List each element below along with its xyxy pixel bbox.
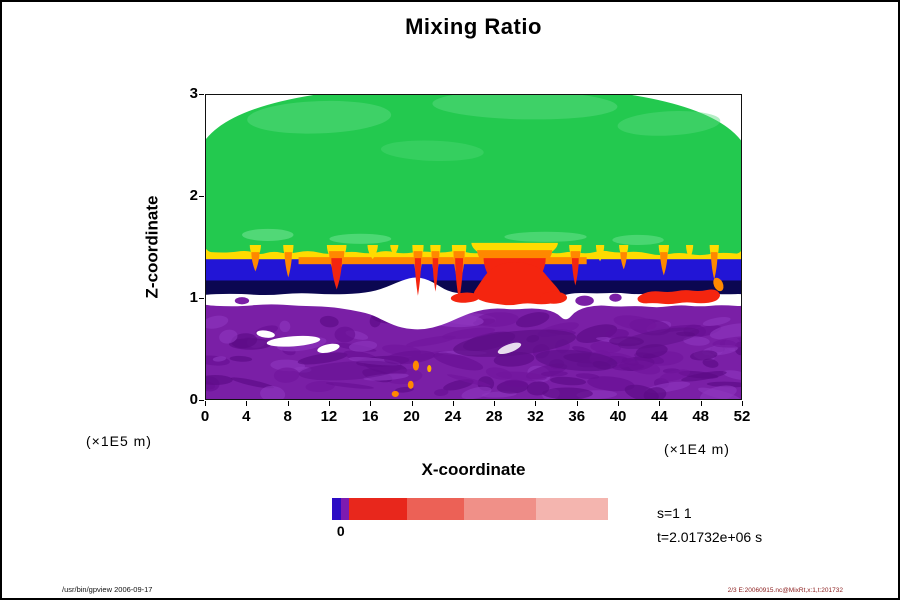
x-tick-label: 36 — [568, 408, 586, 425]
chart-title: Mixing Ratio — [405, 14, 542, 39]
x-tick-mark — [576, 401, 578, 406]
x-tick-mark — [618, 401, 620, 406]
colorbar-segment — [348, 498, 407, 520]
x-tick-mark — [700, 401, 702, 406]
x-tick-label: 52 — [733, 408, 751, 425]
x-tick-label: 12 — [320, 408, 338, 425]
colorbar-segment — [332, 498, 341, 520]
x-tick-label: 8 — [283, 408, 292, 425]
x-tick-mark — [246, 401, 248, 406]
x-tick-mark — [742, 401, 743, 406]
colorbar-segment — [340, 498, 349, 520]
x-tick-label: 24 — [444, 408, 462, 425]
x-tick-label: 28 — [485, 408, 503, 425]
mixing-ratio-field — [206, 95, 741, 399]
x-tick-mark — [535, 401, 537, 406]
annotation-slice: s=1 1 — [657, 505, 692, 521]
x-tick-label: 16 — [361, 408, 379, 425]
y-unit-label: (×1E5 m) — [86, 433, 152, 449]
x-tick-label: 40 — [609, 408, 627, 425]
x-tick-mark — [370, 401, 372, 406]
x-tick-mark — [494, 401, 496, 406]
x-tick-label: 0 — [200, 408, 210, 425]
heatmap-plot — [205, 94, 742, 400]
y-tick-label: 1 — [189, 289, 198, 306]
x-unit-label: (×1E4 m) — [664, 441, 730, 457]
x-tick-label: 48 — [692, 408, 710, 425]
y-tick-mark — [199, 94, 204, 95]
x-tick-mark — [659, 401, 661, 406]
y-tick-mark — [199, 196, 204, 197]
x-tick-label: 32 — [527, 408, 544, 425]
y-axis-label-text: Z-coordinate — [142, 195, 162, 299]
colorbar-segment — [464, 498, 537, 520]
x-tick-mark — [411, 401, 413, 406]
x-tick-mark — [287, 401, 289, 406]
footer-command-text: /usr/bin/gpview 2006-09-17 — [62, 585, 153, 594]
x-tick-mark — [328, 401, 330, 406]
x-tick-label: 44 — [651, 408, 668, 425]
colorbar — [332, 498, 608, 520]
x-axis-label: X-coordinate — [421, 460, 526, 479]
x-tick-label: 20 — [403, 408, 420, 425]
y-tick-label: 3 — [189, 85, 198, 102]
annotation-time: t=2.01732e+06 s — [657, 529, 763, 545]
colorbar-segment — [406, 498, 465, 520]
colorbar-segment — [536, 498, 608, 520]
y-tick-mark — [199, 298, 204, 299]
x-tick-mark — [452, 401, 454, 406]
x-tick-mark — [205, 401, 206, 406]
y-tick-label: 2 — [189, 187, 198, 204]
footer-source-text: 2/3 E:20060915.nc@MixRt,x:1,t:201732 — [727, 587, 843, 594]
y-tick-mark — [199, 400, 204, 401]
colorbar-tick-label: 0 — [336, 523, 345, 539]
y-tick-label: 0 — [189, 391, 198, 408]
y-axis-label: Z-coordinate — [130, 94, 174, 400]
x-tick-label: 4 — [242, 408, 251, 425]
